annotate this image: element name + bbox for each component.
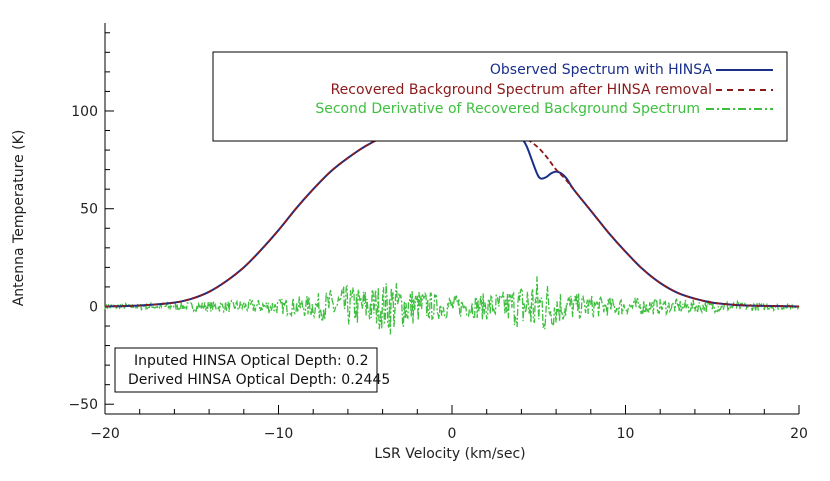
y-tick-label: 50 bbox=[80, 202, 98, 218]
x-tick-label: 10 bbox=[617, 426, 635, 442]
x-tick-label: −10 bbox=[264, 426, 294, 442]
legend-label-second-derivative: Second Derivative of Recovered Backgroun… bbox=[315, 101, 700, 117]
derived-optical-depth: Derived HINSA Optical Depth: 0.2445 bbox=[128, 372, 390, 388]
x-tick-label: −20 bbox=[90, 426, 120, 442]
optical-depth-notes: Inputed HINSA Optical Depth: 0.2 Derived… bbox=[114, 347, 390, 393]
legend-label-recovered: Recovered Background Spectrum after HINS… bbox=[331, 82, 712, 98]
legend: Observed Spectrum with HINSA Recovered B… bbox=[212, 51, 788, 142]
optical-depth-box bbox=[114, 347, 378, 393]
y-tick-label: 0 bbox=[89, 299, 98, 315]
series-recovered bbox=[104, 125, 800, 308]
series-second-derivative bbox=[104, 276, 800, 335]
inputed-optical-depth: Inputed HINSA Optical Depth: 0.2 bbox=[134, 353, 368, 369]
ticks bbox=[104, 32, 800, 414]
x-tick-label: 20 bbox=[790, 426, 808, 442]
y-tick-label: 100 bbox=[71, 104, 98, 120]
legend-label-observed: Observed Spectrum with HINSA bbox=[490, 62, 713, 78]
tick-labels: −20 −10 0 10 20 −50 0 50 100 bbox=[68, 104, 807, 442]
y-axis-title: Antenna Temperature (K) bbox=[11, 130, 27, 307]
y-tick-label: −50 bbox=[68, 397, 98, 413]
x-axis-title: LSR Velocity (km/sec) bbox=[374, 446, 525, 462]
x-tick-label: 0 bbox=[448, 426, 457, 442]
legend-box bbox=[212, 51, 788, 142]
